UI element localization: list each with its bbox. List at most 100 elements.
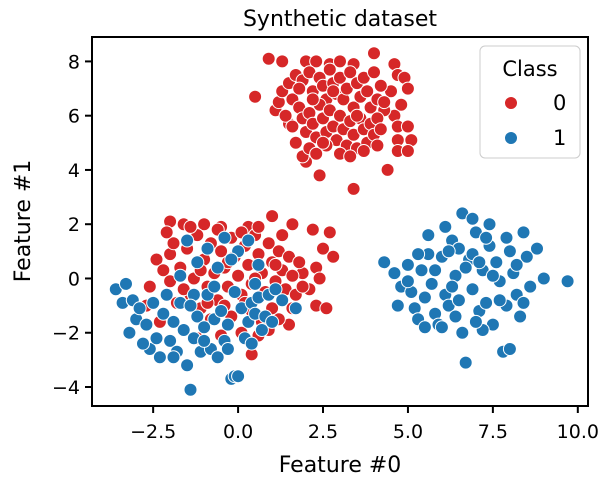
data-point-class-0 (312, 271, 327, 286)
data-point-class-1 (400, 257, 415, 272)
chart-title: Synthetic dataset (243, 7, 437, 32)
data-point-class-0 (285, 119, 300, 134)
data-point-class-0 (309, 54, 324, 69)
data-point-class-0 (370, 138, 385, 153)
data-point-class-0 (367, 46, 381, 61)
data-point-class-1 (173, 268, 188, 283)
data-point-class-1 (139, 317, 154, 332)
data-point-class-0 (380, 162, 395, 177)
data-point-class-1 (254, 323, 269, 337)
data-point-class-0 (183, 219, 198, 234)
data-point-class-1 (455, 325, 470, 340)
data-point-class-0 (319, 301, 334, 316)
data-point-class-0 (326, 84, 341, 99)
data-point-class-0 (166, 236, 181, 251)
data-point-class-1 (485, 268, 500, 283)
data-point-class-0 (373, 122, 388, 137)
data-point-class-0 (292, 255, 307, 270)
data-point-class-0 (156, 263, 171, 278)
data-point-class-1 (166, 314, 181, 329)
data-point-class-0 (149, 252, 164, 267)
data-point-class-0 (214, 244, 229, 259)
data-point-class-0 (373, 78, 388, 93)
data-point-class-1 (176, 323, 191, 337)
data-point-class-1 (227, 285, 242, 299)
data-point-class-1 (149, 331, 164, 346)
data-point-class-0 (142, 279, 157, 294)
data-point-class-1 (458, 260, 473, 275)
data-point-class-1 (472, 255, 487, 270)
data-point-class-1 (210, 260, 225, 275)
data-point-class-1 (136, 336, 150, 351)
data-point-class-1 (424, 276, 439, 291)
data-point-class-0 (309, 146, 324, 161)
data-point-class-1 (489, 255, 504, 270)
data-point-class-0 (400, 144, 415, 158)
data-point-class-0 (275, 54, 290, 69)
data-point-class-0 (305, 222, 320, 237)
data-point-class-1 (482, 217, 497, 232)
legend: Class 0 1 (479, 45, 581, 159)
data-point-class-0 (343, 65, 358, 80)
y-axis-label: Feature #1 (11, 160, 36, 283)
data-point-class-1 (268, 282, 283, 297)
data-point-class-1 (502, 342, 517, 356)
data-point-class-1 (448, 309, 463, 324)
data-point-class-1 (156, 306, 171, 321)
data-point-class-1 (248, 276, 263, 291)
data-point-class-0 (268, 257, 283, 272)
data-point-class-1 (465, 282, 480, 297)
y-tick-label: 6 (68, 106, 80, 128)
x-tick-label: 5.0 (393, 421, 423, 443)
data-point-class-0 (285, 268, 300, 283)
data-point-class-1 (468, 314, 483, 329)
data-point-class-0 (343, 149, 358, 164)
data-point-class-1 (445, 279, 460, 294)
data-point-class-0 (350, 108, 364, 123)
x-axis: −2.5 0.0 2.5 5.0 7.5 10.0 (130, 406, 599, 443)
data-point-class-1 (197, 320, 212, 335)
legend-box (479, 45, 581, 159)
data-point-class-1 (519, 249, 534, 264)
data-point-class-1 (251, 257, 266, 272)
data-point-class-1 (513, 309, 528, 324)
data-point-class-1 (530, 241, 544, 256)
x-tick-label: 10.0 (557, 421, 599, 443)
data-point-class-1 (441, 244, 456, 259)
legend-marker-class-0 (504, 96, 518, 110)
data-point-class-1 (536, 271, 551, 286)
x-tick-label: 2.5 (308, 421, 338, 443)
data-point-class-0 (312, 168, 327, 183)
data-point-class-1 (265, 314, 280, 329)
data-point-class-1 (516, 295, 531, 310)
data-point-class-1 (516, 225, 531, 240)
points-layer (108, 46, 575, 397)
data-point-class-0 (265, 209, 280, 224)
data-point-class-0 (285, 217, 300, 232)
data-point-class-0 (248, 89, 263, 104)
data-point-class-0 (275, 228, 290, 243)
data-point-class-0 (394, 97, 409, 112)
data-point-class-0 (295, 279, 310, 294)
y-tick-label: 8 (68, 51, 80, 73)
data-point-class-1 (214, 304, 229, 318)
legend-label-class-0: 0 (553, 91, 566, 115)
legend-marker-class-1 (504, 131, 518, 145)
data-point-class-1 (146, 295, 161, 310)
data-point-class-1 (390, 298, 405, 313)
data-point-class-0 (316, 135, 330, 150)
data-point-class-1 (502, 244, 517, 259)
data-point-class-1 (197, 333, 212, 348)
data-point-class-1 (190, 255, 205, 270)
data-point-class-1 (217, 230, 232, 245)
data-point-class-1 (499, 230, 514, 245)
data-point-class-1 (465, 211, 480, 226)
data-point-class-1 (417, 290, 432, 305)
y-tick-label: 2 (68, 214, 80, 236)
data-point-class-0 (261, 236, 276, 251)
data-point-class-1 (428, 263, 443, 278)
data-point-class-1 (377, 255, 392, 270)
data-point-class-1 (523, 279, 538, 294)
data-point-class-1 (387, 266, 402, 281)
